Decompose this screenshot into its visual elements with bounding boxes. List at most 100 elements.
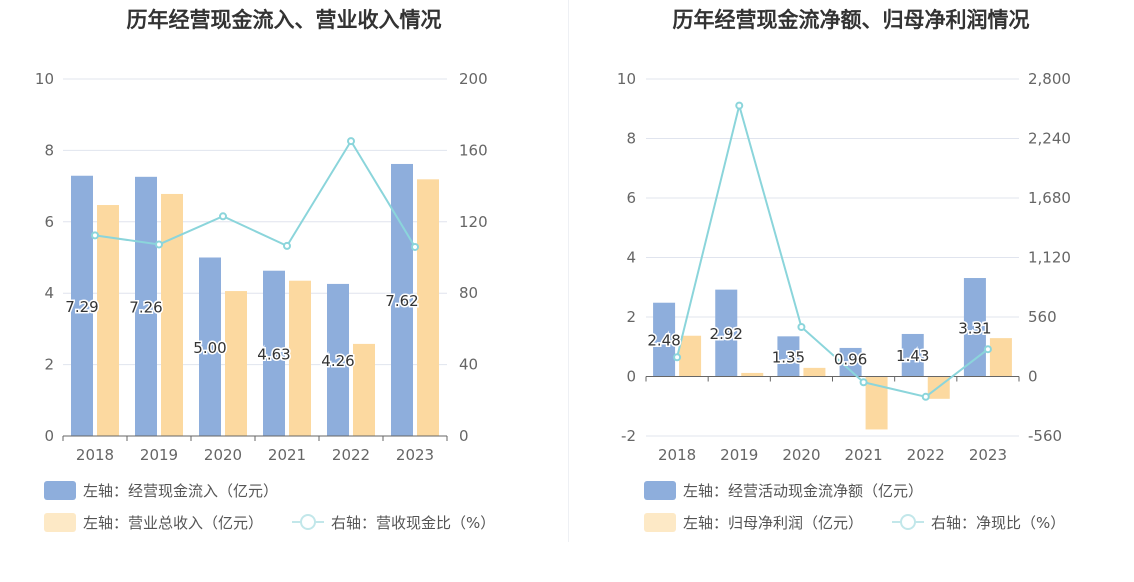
left-x-tick-label: 2021: [268, 446, 306, 464]
right-data-label: 3.31: [958, 319, 991, 337]
right-right-tick-label: 2,240: [1028, 130, 1071, 148]
left-bar-primary: [327, 283, 349, 436]
right-data-label: 2.48: [647, 332, 680, 350]
right-right-tick-label: 1,120: [1028, 249, 1071, 267]
left-data-label: 7.26: [129, 298, 162, 316]
right-bar-secondary: [679, 335, 702, 377]
left-bar-secondary: [161, 193, 183, 436]
right-bar-primary: [777, 336, 800, 377]
right-x-tick-label: 2018: [658, 446, 696, 464]
right-data-label: 1.35: [772, 348, 805, 366]
right-right-tick-label: 0: [1028, 368, 1038, 386]
left-data-label: 7.29: [65, 298, 98, 316]
left-left-tick-label: 6: [44, 213, 54, 231]
right-bar-primary: [715, 289, 738, 377]
right-left-tick-label: 6: [626, 189, 636, 207]
right-x-tick-label: 2020: [782, 446, 820, 464]
left-bar-secondary: [97, 205, 119, 436]
right-legend-label-line: 右轴：净现比（%）: [931, 514, 1066, 532]
right-left-tick-label: 0: [626, 368, 636, 386]
left-bar-secondary: [417, 179, 439, 436]
right-line-point: [797, 322, 806, 331]
left-left-tick-label: 10: [35, 70, 54, 88]
left-right-tick-label: 0: [459, 427, 469, 445]
left-right-tick-label: 120: [459, 213, 488, 231]
left-data-label: 4.63: [257, 345, 290, 363]
left-left-tick-label: 2: [44, 356, 54, 374]
left-right-tick-label: 40: [459, 356, 478, 374]
left-legend-line-icon: [292, 513, 324, 532]
left-legend-swatch-primary: [44, 481, 76, 500]
right-legend-item-bar-secondary[interactable]: 左轴：归母净利润（亿元）: [644, 512, 863, 533]
right-right-tick-label: 2,800: [1028, 70, 1071, 88]
left-x-tick-label: 2023: [396, 446, 434, 464]
right-legend-line-icon: [892, 513, 924, 532]
left-x-tick-label: 2020: [204, 446, 242, 464]
left-legend-item-line[interactable]: 右轴：营收现金比（%）: [292, 512, 495, 533]
right-chart-title: 历年经营现金流净额、归母净利润情况: [672, 8, 1030, 32]
right-left-tick-label: 8: [626, 130, 636, 148]
right-line-point: [983, 345, 992, 354]
right-x-tick-label: 2019: [720, 446, 758, 464]
right-data-label: 1.43: [896, 347, 929, 365]
left-legend-swatch-secondary: [44, 513, 76, 532]
right-right-tick-label: -560: [1028, 427, 1062, 445]
right-x-tick-label: 2023: [969, 446, 1007, 464]
right-left-tick-label: -2: [621, 427, 636, 445]
left-bar-primary: [391, 163, 413, 436]
left-left-tick-label: 0: [44, 427, 54, 445]
right-line-point: [735, 101, 744, 110]
left-right-tick-label: 80: [459, 284, 478, 302]
right-legend-label-primary: 左轴：经营活动现金流净额（亿元）: [683, 482, 924, 500]
right-bar-secondary: [803, 367, 826, 377]
left-bar-secondary: [289, 280, 311, 436]
left-x-tick-label: 2022: [332, 446, 370, 464]
left-legend-item-bar-secondary[interactable]: 左轴：营业总收入（亿元）: [44, 512, 263, 533]
left-line-point: [91, 231, 99, 240]
left-x-tick-label: 2018: [76, 446, 114, 464]
right-right-tick-label: 560: [1028, 308, 1057, 326]
left-data-label: 4.26: [321, 352, 354, 370]
left-line-point: [155, 240, 163, 249]
left-data-label: 5.00: [193, 339, 226, 357]
right-legend-swatch-primary: [644, 481, 676, 500]
right-line-point: [921, 392, 930, 401]
left-legend-label-primary: 左轴：经营现金流入（亿元）: [83, 482, 279, 500]
right-x-tick-label: 2021: [844, 446, 882, 464]
left-bar-primary: [263, 270, 285, 436]
left-line-point: [219, 212, 227, 221]
right-data-label: 2.92: [710, 325, 743, 343]
right-bar-secondary: [865, 376, 888, 430]
right-chart-panel: 历年经营现金流净额、归母净利润情况 -2 0 2 4 6 8 10 -560 0 560 1,120…: [568, 0, 1134, 582]
left-right-tick-label: 160: [459, 141, 488, 159]
left-chart-panel: 历年经营现金流入、营业收入情况 0 2 4 6 8 10 0 40 80 120 160 200 201…: [35, 8, 495, 533]
right-chart-plot: -2 0 2 4 6 8 10 -560 0 560 1,120 1,680 2,240 2,800 201…: [617, 70, 1071, 464]
left-chart-plot: 0 2 4 6 8 10 0 40 80 120 160 200 2018 2019 2020 2021 202…: [35, 70, 488, 464]
left-legend-label-secondary: 左轴：营业总收入（亿元）: [83, 514, 264, 532]
left-line-point: [347, 137, 355, 146]
right-bar-primary: [963, 278, 986, 377]
left-line-series: [94, 139, 416, 248]
right-bar-primary: [653, 302, 676, 377]
right-legend-item-bar-primary[interactable]: 左轴：经营活动现金流净额（亿元）: [644, 480, 923, 501]
left-x-tick-label: 2019: [140, 446, 178, 464]
left-bar-primary: [71, 175, 93, 436]
panel-divider: [568, 0, 569, 542]
left-line-point: [411, 242, 419, 251]
right-line-point: [673, 353, 682, 362]
left-bar-primary: [199, 257, 221, 436]
right-left-tick-label: 10: [617, 70, 636, 88]
left-legend-label-line: 右轴：营收现金比（%）: [331, 514, 496, 532]
right-legend-label-secondary: 左轴：归母净利润（亿元）: [683, 514, 864, 532]
right-line-point: [859, 378, 868, 387]
left-chart-title: 历年经营现金流入、营业收入情况: [126, 8, 442, 32]
right-left-tick-label: 2: [626, 308, 636, 326]
left-left-tick-label: 8: [44, 141, 54, 159]
left-legend-item-bar-primary[interactable]: 左轴：经营现金流入（亿元）: [44, 480, 278, 501]
right-x-tick-label: 2022: [907, 446, 945, 464]
left-bar-secondary: [225, 291, 247, 436]
left-right-tick-label: 200: [459, 70, 488, 88]
right-legend-item-line[interactable]: 右轴：净现比（%）: [892, 512, 1065, 533]
left-data-label: 7.62: [385, 292, 418, 310]
left-line-point: [283, 241, 291, 250]
